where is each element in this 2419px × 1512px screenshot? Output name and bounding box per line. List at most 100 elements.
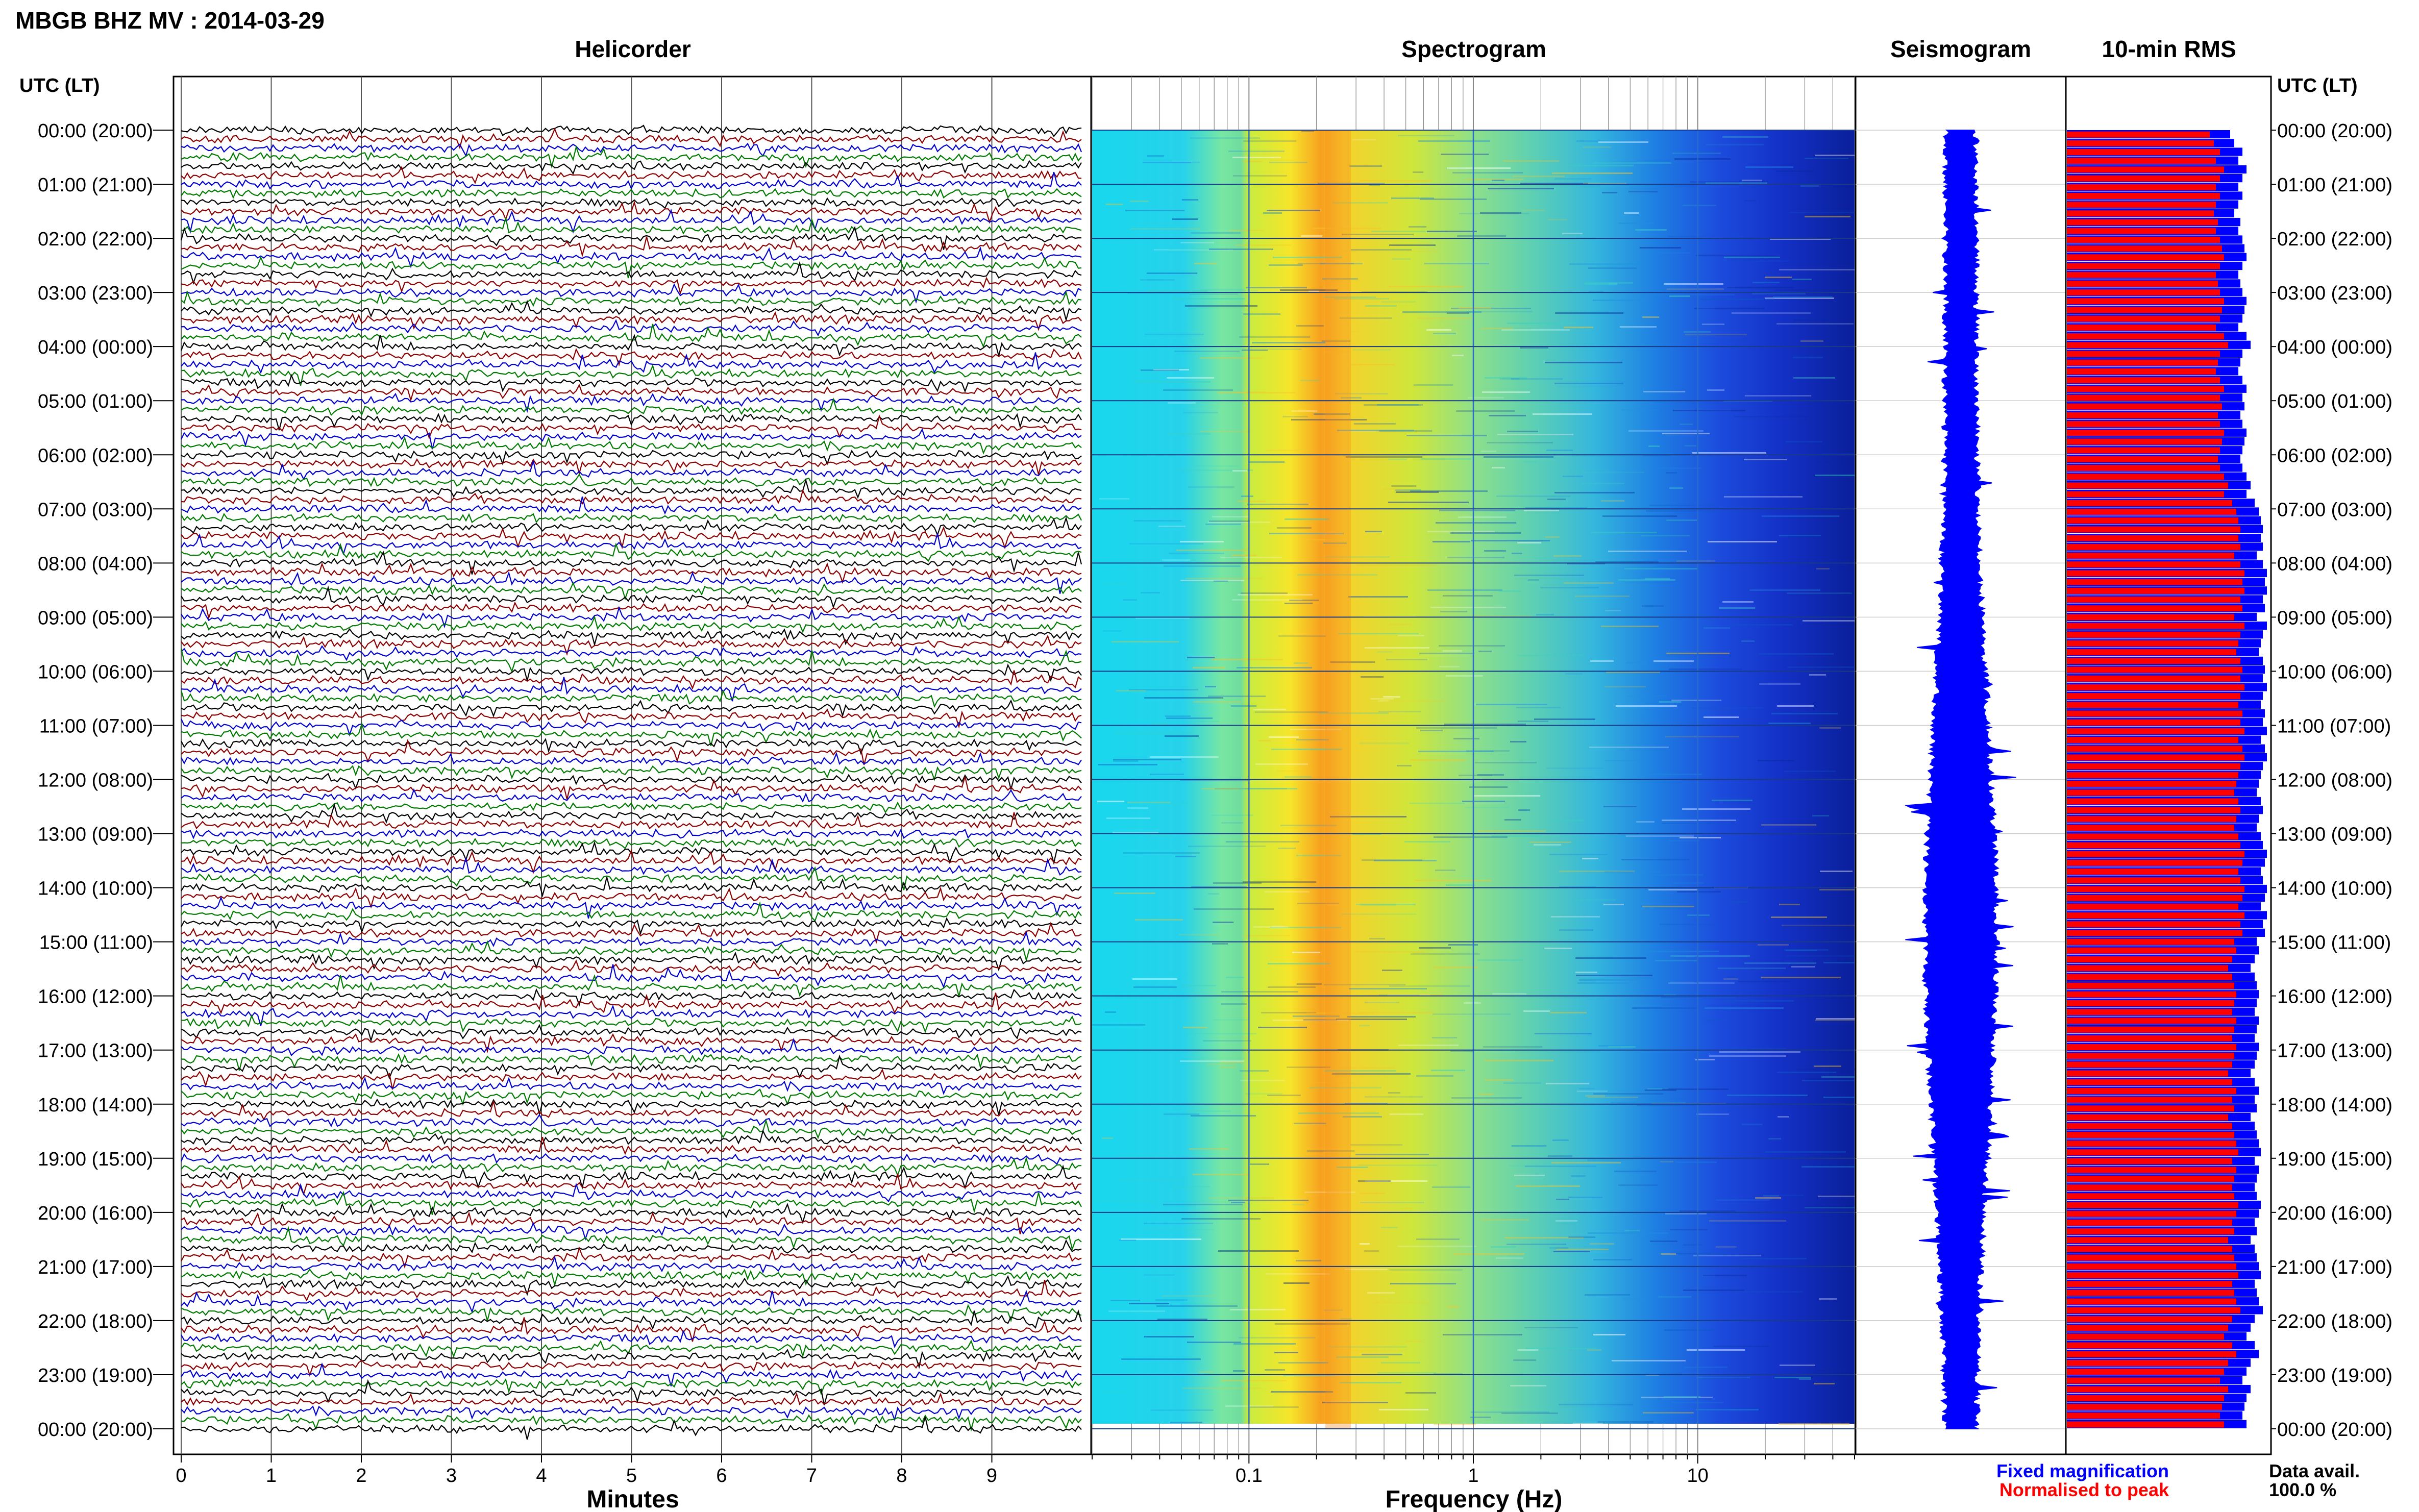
spectrogram-streak bbox=[1544, 948, 1572, 949]
helicorder-panel: 0 1 2 3 4 5 6 7 8 9 Minutes bbox=[172, 76, 1092, 1512]
spectrogram-streak bbox=[1127, 807, 1148, 809]
spectrogram-streak bbox=[1645, 1089, 1676, 1091]
time-axis-label-right: UTC (LT) bbox=[2277, 75, 2358, 96]
spectrogram-streak bbox=[1481, 328, 1513, 329]
spectrogram-streak bbox=[1485, 1079, 1513, 1081]
spectrogram-streak bbox=[1598, 141, 1648, 143]
spectrogram-streak bbox=[1534, 718, 1595, 720]
spectrogram-streak bbox=[1188, 486, 1235, 488]
spectrogram-streak bbox=[1471, 1411, 1549, 1413]
spectrogram-streak bbox=[1391, 197, 1434, 199]
helicorder-trace bbox=[181, 412, 1082, 431]
spectrogram-streak bbox=[1304, 1192, 1355, 1193]
spectrogram-streak bbox=[1371, 231, 1448, 232]
helicorder-trace bbox=[181, 127, 1082, 150]
spectrogram-streak bbox=[1492, 835, 1542, 837]
spectrogram-streak bbox=[1621, 859, 1689, 860]
spectrogram-streak bbox=[1265, 891, 1310, 893]
spectrogram-streak bbox=[1269, 264, 1303, 266]
rms-bar-normalised bbox=[2067, 500, 2232, 506]
spectrogram-streak bbox=[1731, 624, 1793, 626]
spectrogram-streak bbox=[1593, 1334, 1625, 1335]
spectrogram-streak bbox=[1683, 1290, 1744, 1291]
spectrogram-streak bbox=[1516, 707, 1561, 708]
helicorder-trace bbox=[181, 752, 1082, 766]
spectrogram-streak bbox=[1744, 962, 1816, 964]
time-tick-label-right: 11:00 (07:00) bbox=[2277, 715, 2391, 737]
helicorder-tick-label: 1 bbox=[266, 1465, 277, 1486]
spectrogram-streak bbox=[1459, 213, 1529, 214]
spectrogram-streak bbox=[1219, 1067, 1237, 1068]
helicorder-tick-label: 5 bbox=[626, 1465, 637, 1486]
spectrogram-streak bbox=[1336, 1019, 1407, 1020]
spectrogram-streak bbox=[1123, 599, 1137, 601]
time-tick-label-right: 08:00 (04:00) bbox=[2277, 553, 2392, 575]
spectrogram-streak bbox=[1240, 1070, 1269, 1072]
spectrogram-streak bbox=[1540, 587, 1599, 588]
helicorder-trace bbox=[181, 142, 1082, 158]
spectrogram-streak bbox=[1325, 556, 1390, 558]
spectrogram-streak bbox=[1134, 381, 1211, 383]
spectrogram-streak bbox=[1334, 298, 1389, 300]
spectrogram-streak bbox=[1522, 210, 1545, 211]
spectrogram-streak bbox=[1229, 230, 1264, 231]
spectrogram-streak bbox=[1603, 806, 1637, 807]
spectrogram-streak bbox=[1283, 1282, 1310, 1284]
helicorder-trace bbox=[181, 606, 1082, 629]
spectrogram-x-ticks: 0.1 1 10 bbox=[1092, 1454, 1855, 1486]
helicorder-trace bbox=[181, 1268, 1082, 1287]
helicorder-tick-label: 9 bbox=[986, 1465, 997, 1486]
spectrogram-streak bbox=[1405, 1341, 1422, 1342]
rms-bar-normalised bbox=[2067, 1184, 2232, 1191]
spectrogram-streak bbox=[1605, 610, 1621, 611]
rms-bar-normalised bbox=[2067, 1325, 2228, 1331]
spectrogram-streak bbox=[1277, 527, 1312, 529]
spectrogram-streak bbox=[1335, 393, 1388, 394]
spectrogram-streak bbox=[1447, 1306, 1459, 1307]
spectrogram-streak bbox=[1585, 283, 1617, 285]
spectrogram-streak bbox=[1240, 1080, 1285, 1081]
spectrogram-streak bbox=[1200, 289, 1245, 290]
spectrogram-streak bbox=[1569, 263, 1642, 265]
rms-bar-normalised bbox=[2067, 324, 2216, 331]
spectrogram-streak bbox=[1141, 592, 1160, 593]
spectrogram-streak bbox=[1116, 1157, 1167, 1158]
spectrogram-streak bbox=[1758, 944, 1789, 946]
spectrogram-streak bbox=[1110, 1300, 1140, 1301]
spectrogram-streak bbox=[1590, 1243, 1614, 1245]
spectrogram-streak bbox=[1187, 1342, 1241, 1343]
spectrogram-streak bbox=[1390, 1113, 1423, 1115]
spectrogram-streak bbox=[1774, 1377, 1811, 1378]
spectrogram-streak bbox=[1805, 158, 1848, 159]
spectrogram-streak bbox=[1407, 251, 1438, 252]
spectrogram-streak bbox=[1564, 327, 1593, 328]
helicorder-trace bbox=[181, 1304, 1082, 1323]
helicorder-tick-label: 2 bbox=[356, 1465, 366, 1486]
spectrogram-streak bbox=[1379, 995, 1419, 996]
spectrogram-streak bbox=[1418, 751, 1494, 752]
spectrogram-streak bbox=[1704, 716, 1739, 718]
spectrogram-streak bbox=[1650, 874, 1703, 876]
spectrogram-streak bbox=[1587, 1159, 1633, 1161]
helicorder-trace bbox=[181, 217, 1082, 235]
rms-bar-normalised bbox=[2067, 1228, 2234, 1235]
spectrogram-streak bbox=[1296, 739, 1329, 740]
helicorder-trace bbox=[181, 1054, 1082, 1080]
spectrogram-streak bbox=[1709, 1055, 1786, 1057]
helicorder-trace bbox=[181, 1378, 1082, 1396]
time-tick-label-left: 12:00 (08:00) bbox=[38, 770, 153, 791]
spectrogram-header: Spectrogram bbox=[1401, 36, 1546, 62]
helicorder-trace bbox=[181, 840, 1082, 865]
helicorder-trace bbox=[181, 1340, 1082, 1358]
spectrogram-streak bbox=[1300, 380, 1320, 381]
spectrogram-streak bbox=[1510, 741, 1526, 742]
spectrogram-streak bbox=[1242, 349, 1302, 350]
spectrogram-streak bbox=[1447, 312, 1469, 314]
spectrogram-streak bbox=[1349, 165, 1382, 167]
spectrogram-streak bbox=[1377, 1372, 1436, 1374]
spectrogram-streak bbox=[1548, 219, 1567, 220]
spectrogram-grid bbox=[1092, 77, 1855, 1454]
spectrogram-streak bbox=[1477, 959, 1523, 961]
spectrogram-streak bbox=[1410, 490, 1488, 492]
spectrogram-streak bbox=[1554, 178, 1592, 180]
